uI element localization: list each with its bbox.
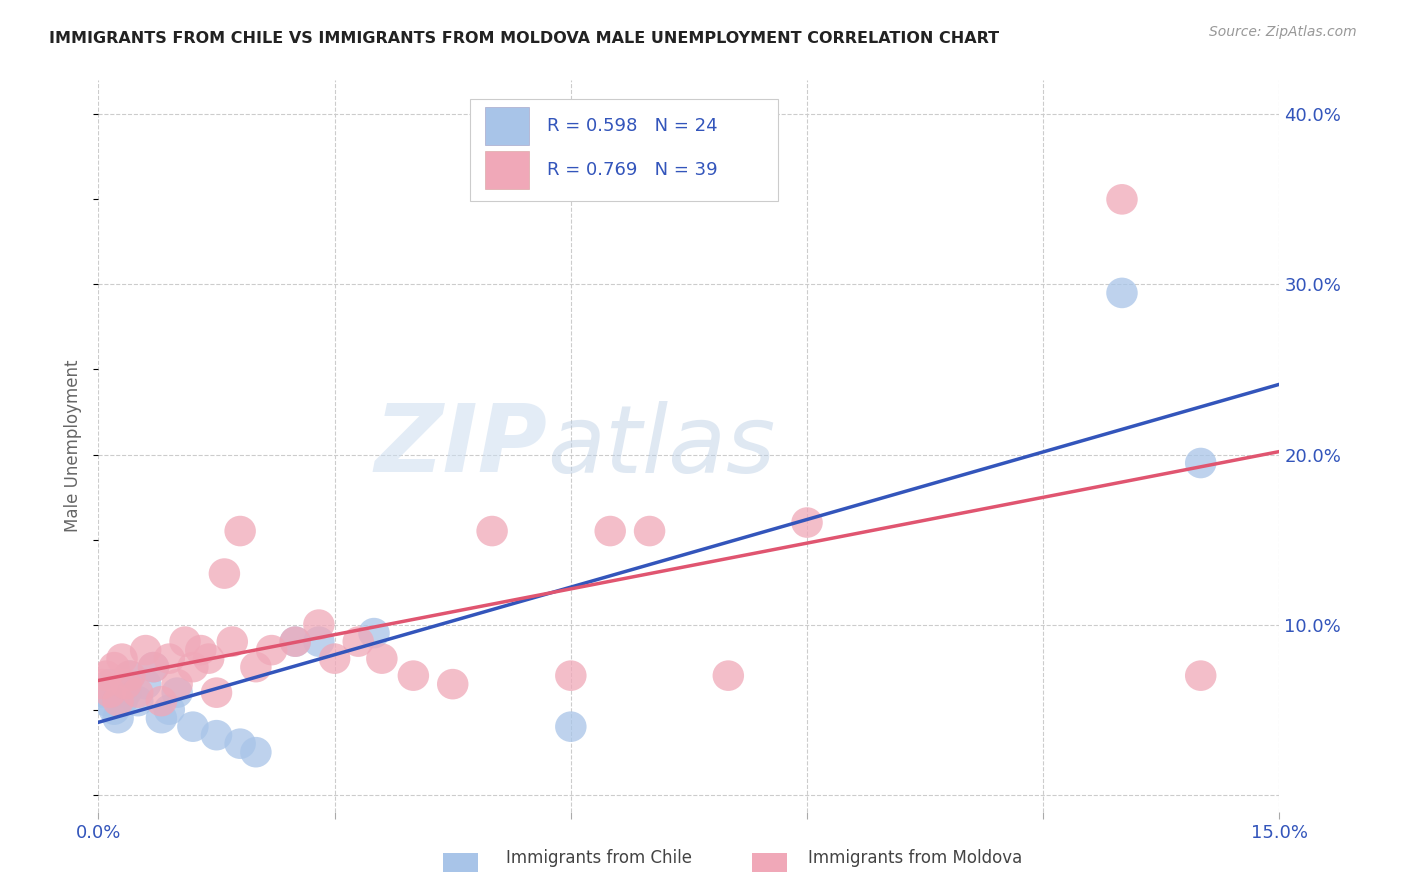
Ellipse shape (225, 729, 256, 759)
Ellipse shape (201, 720, 232, 750)
Text: Immigrants from Moldova: Immigrants from Moldova (808, 849, 1022, 867)
Ellipse shape (138, 652, 169, 682)
Text: R = 0.598   N = 24: R = 0.598 N = 24 (547, 118, 718, 136)
Ellipse shape (304, 609, 335, 640)
Ellipse shape (146, 703, 177, 733)
Ellipse shape (90, 686, 122, 716)
Ellipse shape (1107, 184, 1137, 215)
Ellipse shape (177, 652, 208, 682)
Ellipse shape (240, 652, 271, 682)
Ellipse shape (114, 660, 146, 691)
FancyBboxPatch shape (485, 107, 530, 145)
Ellipse shape (162, 669, 193, 699)
Ellipse shape (122, 677, 153, 708)
Ellipse shape (90, 660, 122, 691)
Ellipse shape (240, 737, 271, 767)
Ellipse shape (319, 643, 350, 674)
Ellipse shape (304, 626, 335, 657)
Ellipse shape (107, 686, 138, 716)
Ellipse shape (107, 643, 138, 674)
Ellipse shape (256, 635, 287, 665)
Text: Immigrants from Chile: Immigrants from Chile (506, 849, 692, 867)
Ellipse shape (634, 516, 665, 547)
Ellipse shape (280, 626, 311, 657)
Ellipse shape (153, 694, 186, 725)
Ellipse shape (153, 643, 186, 674)
Text: Source: ZipAtlas.com: Source: ZipAtlas.com (1209, 25, 1357, 39)
Ellipse shape (103, 703, 134, 733)
Ellipse shape (98, 694, 129, 725)
Ellipse shape (169, 626, 201, 657)
Text: ZIP: ZIP (374, 400, 547, 492)
Ellipse shape (437, 669, 468, 699)
Ellipse shape (343, 626, 374, 657)
Ellipse shape (1185, 448, 1216, 478)
Ellipse shape (87, 669, 118, 699)
Ellipse shape (193, 643, 225, 674)
Ellipse shape (94, 677, 127, 708)
Ellipse shape (146, 686, 177, 716)
Ellipse shape (595, 516, 626, 547)
Ellipse shape (1185, 660, 1216, 691)
Ellipse shape (359, 618, 389, 648)
Text: R = 0.769   N = 39: R = 0.769 N = 39 (547, 161, 718, 179)
Ellipse shape (555, 660, 586, 691)
Ellipse shape (162, 677, 193, 708)
Ellipse shape (1107, 277, 1137, 309)
FancyBboxPatch shape (471, 99, 778, 201)
Ellipse shape (208, 558, 240, 589)
Ellipse shape (713, 660, 744, 691)
Ellipse shape (792, 508, 823, 538)
Text: IMMIGRANTS FROM CHILE VS IMMIGRANTS FROM MOLDOVA MALE UNEMPLOYMENT CORRELATION C: IMMIGRANTS FROM CHILE VS IMMIGRANTS FROM… (49, 31, 1000, 46)
Ellipse shape (366, 643, 398, 674)
Ellipse shape (225, 516, 256, 547)
Ellipse shape (103, 686, 134, 716)
Ellipse shape (110, 677, 142, 708)
Ellipse shape (201, 677, 232, 708)
Y-axis label: Male Unemployment: Male Unemployment (65, 359, 83, 533)
Ellipse shape (122, 686, 153, 716)
Ellipse shape (138, 652, 169, 682)
Ellipse shape (555, 711, 586, 742)
FancyBboxPatch shape (485, 152, 530, 189)
Ellipse shape (129, 635, 162, 665)
Ellipse shape (186, 635, 217, 665)
Ellipse shape (98, 652, 129, 682)
Ellipse shape (94, 669, 127, 699)
Ellipse shape (398, 660, 429, 691)
Ellipse shape (87, 677, 118, 708)
Ellipse shape (280, 626, 311, 657)
Ellipse shape (477, 516, 508, 547)
Ellipse shape (110, 669, 142, 699)
Text: atlas: atlas (547, 401, 776, 491)
Ellipse shape (217, 626, 247, 657)
Ellipse shape (129, 669, 162, 699)
Ellipse shape (177, 711, 208, 742)
Ellipse shape (114, 660, 146, 691)
